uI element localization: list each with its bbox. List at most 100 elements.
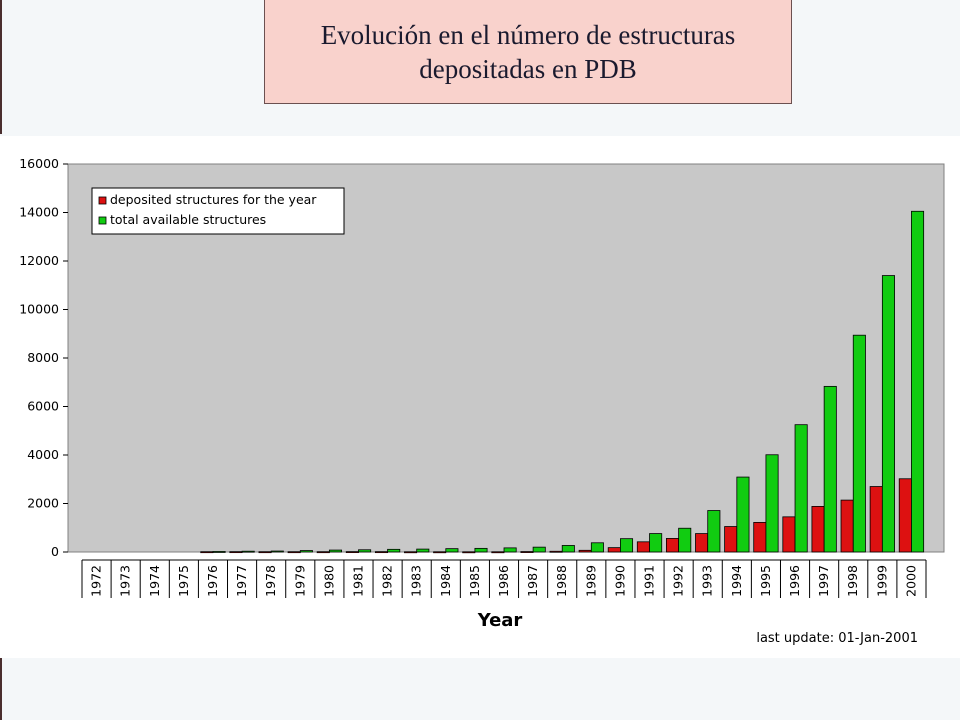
bar-deposited — [724, 526, 738, 553]
legend-label-deposited: deposited structures for the year — [110, 192, 317, 207]
x-tick-label: 1987 — [525, 565, 540, 597]
bar-total — [387, 548, 401, 553]
bar-total — [416, 548, 430, 553]
y-tick-label: 4000 — [27, 447, 59, 462]
y-tick-label: 0 — [51, 544, 59, 559]
x-tick-label: 1993 — [700, 565, 715, 597]
x-tick-label: 1999 — [874, 565, 889, 597]
bar-deposited — [695, 533, 709, 553]
bar-deposited — [898, 478, 912, 553]
bar-deposited — [404, 551, 418, 554]
bar-deposited — [811, 506, 825, 553]
bar-deposited — [578, 549, 592, 553]
bar-deposited — [636, 541, 650, 553]
pdb-bar-chart: 0 2000 4000 6000 8000 10000 12000 14000 16000 19… — [19, 156, 945, 646]
y-tick-label: 2000 — [27, 496, 59, 511]
bar-total — [503, 547, 517, 553]
x-tick-label: 1986 — [496, 565, 511, 597]
x-tick-label: 1973 — [118, 565, 133, 597]
bar-total — [328, 549, 343, 553]
last-update-note: last update: 01-Jan-2001 — [756, 631, 918, 646]
bar-total — [358, 549, 372, 553]
x-tick-label: 1989 — [583, 565, 598, 597]
y-tick-label: 10000 — [19, 302, 59, 317]
bar-total — [736, 476, 750, 553]
bar-total — [212, 551, 226, 553]
bar-deposited — [520, 551, 534, 553]
slide-title-line-2: depositadas en PDB — [419, 53, 637, 84]
x-tick-label: 1975 — [176, 565, 191, 597]
x-tick-label: 1978 — [263, 565, 278, 597]
bar-total — [881, 275, 895, 553]
bar-deposited — [782, 516, 796, 553]
bar-total — [765, 454, 779, 553]
bar-total — [678, 527, 692, 553]
bar-total — [794, 424, 808, 553]
bar-total — [561, 545, 575, 553]
legend-label-total: total available structures — [110, 212, 266, 227]
x-tick-label: 1977 — [234, 565, 249, 597]
bar-total — [445, 548, 459, 553]
bar-deposited — [491, 551, 505, 554]
legend-box — [91, 187, 345, 235]
left-border-top — [0, 0, 2, 134]
bar-total — [852, 334, 866, 553]
bar-total — [911, 210, 925, 553]
x-tick-label: 1988 — [554, 565, 569, 597]
bar-total — [620, 538, 634, 553]
left-border-bottom — [0, 658, 2, 720]
bar-deposited — [433, 551, 447, 554]
x-tick-label: 1998 — [845, 565, 860, 597]
bar-total — [823, 385, 837, 553]
bar-deposited — [665, 538, 680, 553]
x-tick-label: 1972 — [89, 565, 104, 597]
x-tick-label: 1980 — [321, 565, 336, 597]
bar-total — [299, 550, 313, 553]
bar-deposited — [753, 522, 767, 553]
bar-total — [532, 546, 546, 553]
bar-deposited — [258, 551, 272, 554]
x-tick-label: 1982 — [380, 565, 395, 597]
y-tick-label: 8000 — [27, 350, 59, 365]
bar-deposited — [316, 551, 330, 554]
bar-deposited — [374, 551, 388, 554]
bar-deposited — [549, 550, 563, 553]
bar-total — [270, 550, 284, 553]
x-tick-label: 1983 — [409, 565, 424, 597]
x-tick-label: 1996 — [787, 565, 802, 597]
chart-panel: 0 2000 4000 6000 8000 10000 12000 14000 16000 19… — [0, 136, 960, 658]
bar-total — [241, 550, 255, 553]
bar-deposited — [462, 551, 476, 554]
x-tick-label: 1979 — [292, 565, 307, 597]
x-tick-label: 1992 — [671, 565, 686, 597]
x-tick-label: 1990 — [612, 565, 627, 597]
bar-total — [474, 547, 488, 553]
bar-deposited — [287, 551, 301, 554]
x-tick-label: 1985 — [467, 565, 482, 597]
x-tick-label: 1995 — [758, 565, 773, 597]
x-tick-label: 1994 — [729, 565, 744, 597]
x-tick-label: 1997 — [816, 565, 831, 597]
bar-total — [590, 542, 604, 553]
bar-deposited — [229, 551, 243, 554]
y-tick-label: 12000 — [19, 253, 59, 268]
x-tick-label: 1981 — [350, 565, 365, 597]
y-tick-label: 14000 — [19, 205, 59, 220]
bar-deposited — [345, 551, 359, 554]
bar-total — [707, 510, 721, 553]
bar-total — [649, 533, 663, 553]
y-tick-label: 6000 — [27, 399, 59, 414]
slide-title-box: Evolución en el número de estructuras de… — [264, 0, 792, 104]
legend-swatch-deposited — [98, 196, 107, 205]
x-tick-label: 1974 — [147, 565, 162, 597]
slide-title-line-1: Evolución en el número de estructuras — [320, 19, 736, 50]
bar-deposited — [200, 551, 214, 554]
bar-deposited — [840, 499, 854, 553]
legend-swatch-total — [98, 216, 107, 225]
y-tick-label: 16000 — [19, 156, 59, 171]
bar-deposited — [869, 486, 883, 553]
x-tick-label: 1984 — [438, 565, 453, 597]
x-tick-label: 1991 — [642, 565, 657, 597]
x-tick-label: 1976 — [205, 565, 220, 597]
bar-deposited — [607, 547, 621, 553]
